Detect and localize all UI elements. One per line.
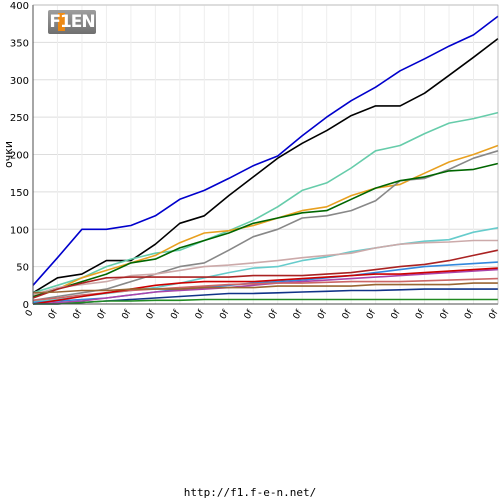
x-tick-label: 0f — [267, 308, 281, 321]
series-line-5 — [32, 150, 499, 302]
x-tick-label: 0f — [47, 308, 61, 321]
x-tick-label: 0f — [316, 308, 330, 321]
x-tick-label: 0 — [24, 308, 36, 318]
x-tick-label: 0f — [243, 308, 257, 321]
x-tick-label: 0f — [169, 308, 183, 321]
logo-text: F1EN — [49, 12, 95, 32]
x-tick-label: 0f — [487, 308, 500, 321]
series-line-8 — [32, 239, 498, 296]
series-line-4 — [32, 144, 499, 298]
series-line-6 — [32, 162, 499, 298]
x-tick-label: 0f — [463, 308, 477, 321]
y-tick-label: 350 — [10, 38, 29, 49]
footer-url[interactable]: http://f1.f-e-n.net/ — [183, 486, 317, 499]
x-tick-label: 0f — [145, 308, 159, 321]
x-tick-label: 0f — [414, 308, 428, 321]
series-line-13 — [32, 267, 499, 305]
logo: F1EN — [48, 10, 96, 34]
x-tick-label: 0f — [120, 308, 134, 321]
x-tick-label: 0f — [218, 308, 232, 321]
y-tick-label: 200 — [10, 151, 29, 162]
y-tick-label: 0 — [23, 300, 29, 311]
x-tick-label: 0f — [71, 308, 85, 321]
y-tick-label: 400 — [10, 1, 29, 12]
series-line-1 — [32, 15, 499, 286]
x-tick-label: 0f — [292, 308, 306, 321]
y-tick-label: 300 — [10, 76, 29, 87]
x-tick-label: 0f — [439, 308, 453, 321]
x-tick-label: 0f — [390, 308, 404, 321]
plot-frame — [32, 4, 499, 305]
y-tick-label: 150 — [10, 188, 29, 199]
y-tick-label: 100 — [10, 225, 29, 236]
series-line-16 — [33, 298, 498, 305]
x-tick-label: 0f — [96, 308, 110, 321]
x-tick-label: 0f — [194, 308, 208, 321]
y-tick-label: 50 — [16, 263, 29, 274]
x-tick-label: 0f — [341, 308, 355, 321]
series-line-3 — [32, 111, 499, 294]
logo-accent — [58, 13, 65, 31]
y-axis-label: очки — [2, 141, 15, 168]
y-tick-label: 250 — [10, 113, 29, 124]
series-line-9 — [32, 249, 499, 299]
x-tick-label: 0f — [365, 308, 379, 321]
series-line-2 — [32, 37, 499, 294]
series-line-14 — [32, 282, 498, 294]
